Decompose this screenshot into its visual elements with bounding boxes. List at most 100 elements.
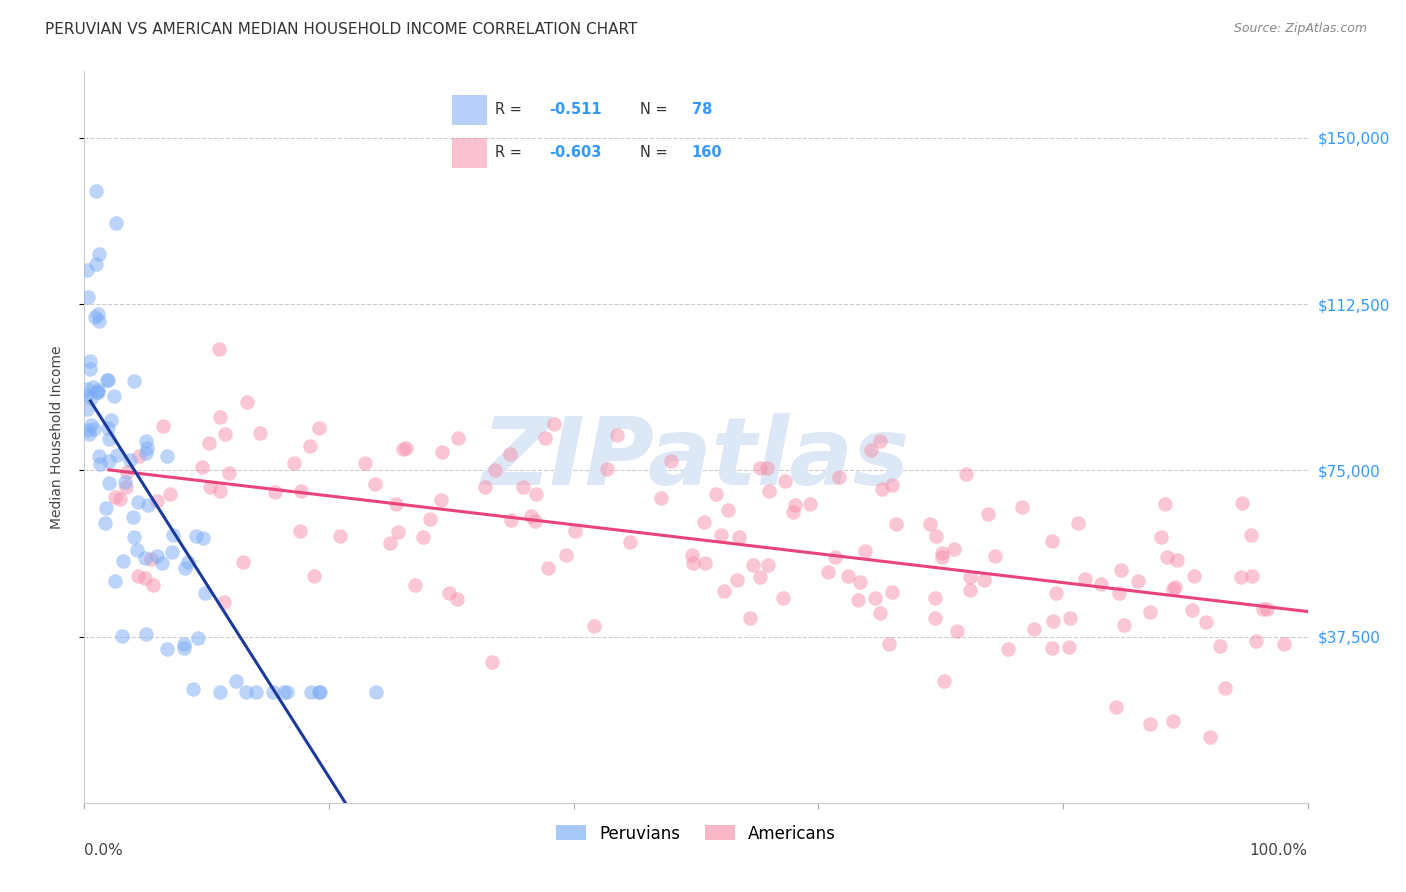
Point: [1229, 569, 1251, 583]
Point: [1213, 681, 1236, 695]
Point: [1150, 529, 1173, 543]
Point: [125, 543, 148, 558]
Point: [232, 555, 254, 569]
Point: [877, 637, 900, 651]
Text: ZIPatlas: ZIPatlas: [482, 413, 910, 505]
Point: [924, 611, 946, 625]
Point: [128, 449, 150, 463]
Point: [783, 498, 806, 512]
Point: [214, 426, 236, 441]
Point: [1040, 533, 1063, 548]
Point: [501, 513, 523, 527]
Point: [191, 531, 214, 545]
Point: [107, 448, 129, 462]
Point: [193, 586, 215, 600]
Point: [942, 541, 965, 556]
Point: [135, 446, 157, 460]
Point: [1163, 582, 1185, 596]
Point: [925, 528, 948, 542]
Point: [87, 383, 110, 397]
Point: [474, 480, 496, 494]
Point: [1024, 622, 1046, 636]
Point: [977, 507, 1000, 521]
Point: [1256, 601, 1278, 615]
Point: [1040, 640, 1063, 655]
Point: [824, 549, 846, 564]
Point: [89, 313, 111, 327]
Point: [96, 372, 118, 386]
Point: [827, 469, 849, 483]
Point: [290, 483, 312, 498]
Point: [395, 441, 418, 455]
Point: [884, 516, 907, 531]
Point: [534, 431, 557, 445]
Point: [97, 476, 120, 491]
Point: [1126, 574, 1149, 588]
Point: [218, 467, 240, 481]
Point: [564, 524, 586, 538]
Point: [1112, 618, 1135, 632]
Legend: Peruvians, Americans: Peruvians, Americans: [548, 818, 844, 849]
Text: 100.0%: 100.0%: [1250, 843, 1308, 858]
Point: [1164, 580, 1187, 594]
Text: 0.0%: 0.0%: [84, 843, 124, 858]
Point: [146, 549, 169, 564]
Point: [1042, 614, 1064, 628]
Point: [681, 549, 703, 563]
Point: [799, 497, 821, 511]
Point: [1195, 615, 1218, 630]
Point: [1230, 496, 1253, 510]
Point: [111, 629, 134, 643]
Point: [1272, 637, 1295, 651]
Point: [127, 494, 149, 508]
Point: [87, 247, 110, 261]
Point: [187, 632, 209, 646]
Point: [83, 310, 105, 324]
Text: PERUVIAN VS AMERICAN MEDIAN HOUSEHOLD INCOME CORRELATION CHART: PERUVIAN VS AMERICAN MEDIAN HOUSEHOLD IN…: [45, 22, 637, 37]
Point: [945, 624, 967, 638]
Point: [115, 465, 138, 479]
Point: [725, 574, 748, 588]
Point: [76, 262, 98, 277]
Point: [77, 427, 100, 442]
Point: [156, 450, 179, 464]
Point: [93, 516, 115, 530]
Point: [262, 685, 284, 699]
Point: [499, 447, 522, 461]
Point: [160, 544, 183, 558]
Point: [191, 459, 214, 474]
Point: [159, 486, 181, 500]
Point: [1045, 586, 1067, 600]
Point: [931, 545, 953, 559]
Point: [76, 382, 98, 396]
Point: [524, 486, 547, 500]
Point: [288, 524, 311, 538]
Point: [162, 528, 184, 542]
Point: [264, 484, 287, 499]
Point: [773, 475, 796, 489]
Point: [758, 484, 780, 499]
Point: [537, 561, 560, 575]
Point: [932, 673, 955, 688]
Point: [86, 385, 108, 400]
Point: [249, 426, 271, 441]
Point: [391, 442, 413, 457]
Point: [741, 558, 763, 572]
Point: [1059, 611, 1081, 625]
Point: [173, 561, 195, 575]
Point: [931, 550, 953, 565]
Point: [704, 487, 727, 501]
Point: [354, 456, 377, 470]
Point: [141, 551, 163, 566]
Point: [104, 490, 127, 504]
Point: [713, 584, 735, 599]
Point: [437, 586, 460, 600]
Point: [650, 491, 672, 505]
Point: [146, 493, 169, 508]
Point: [208, 342, 231, 356]
Point: [596, 462, 619, 476]
Point: [1241, 569, 1264, 583]
Point: [184, 528, 207, 542]
Point: [837, 569, 859, 583]
Point: [104, 216, 127, 230]
